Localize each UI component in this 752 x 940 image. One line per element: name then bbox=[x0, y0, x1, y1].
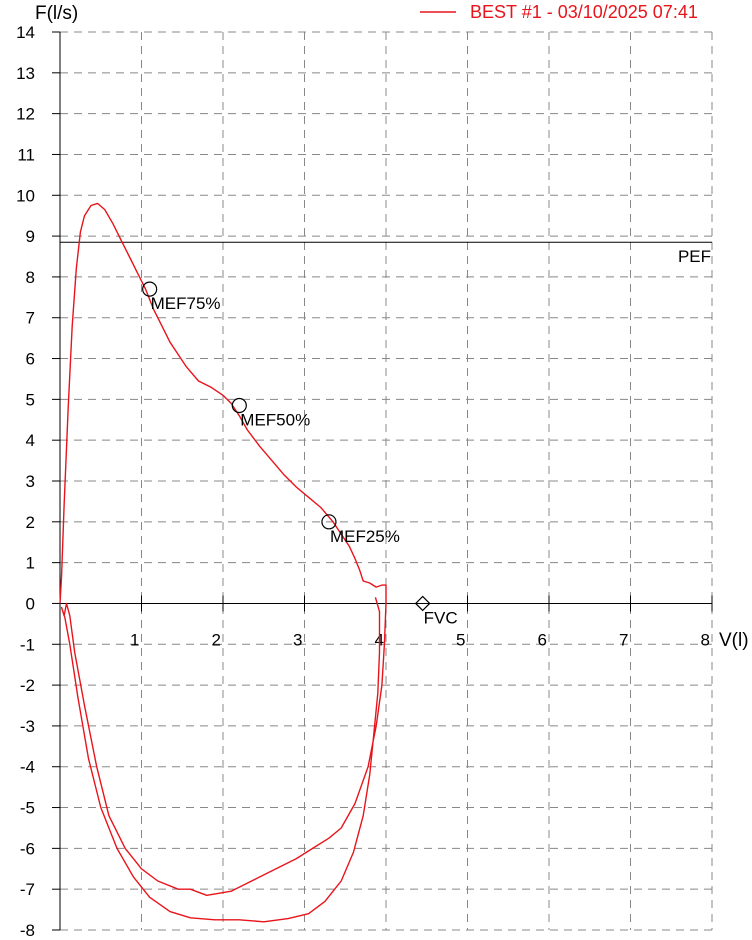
mef75-label: MEF75% bbox=[151, 294, 221, 313]
y-tick-label: 7 bbox=[26, 309, 35, 328]
y-tick-label: -8 bbox=[20, 921, 35, 940]
expiration-curve bbox=[59, 202, 387, 604]
mef25-label: MEF25% bbox=[330, 527, 400, 546]
x-tick-label: 2 bbox=[212, 630, 221, 649]
y-tick-label: 11 bbox=[17, 145, 35, 164]
y-tick-label: 4 bbox=[26, 431, 35, 450]
y-tick-label: 8 bbox=[26, 268, 35, 287]
mef50-label: MEF50% bbox=[240, 410, 310, 429]
y-tick-label: 5 bbox=[26, 390, 35, 409]
legend: BEST #1 - 03/10/2025 07:41 bbox=[420, 2, 698, 22]
series bbox=[59, 202, 387, 923]
y-tick-label: 14 bbox=[16, 23, 35, 42]
fvc-marker bbox=[414, 595, 431, 612]
x-tick-label: 6 bbox=[538, 630, 547, 649]
y-tick-label: 13 bbox=[16, 64, 35, 83]
y-tick-label: 2 bbox=[26, 513, 35, 532]
y-tick-label: -6 bbox=[20, 839, 35, 858]
pef-label: PEF bbox=[678, 247, 711, 266]
markers: MEF75% MEF50% MEF25% FVC bbox=[142, 281, 458, 627]
y-tick-label: -3 bbox=[20, 717, 35, 736]
y-tick-label: -5 bbox=[20, 799, 35, 818]
mef50-marker bbox=[231, 397, 247, 414]
fvc-label: FVC bbox=[424, 608, 458, 627]
x-axis-label: V(l) bbox=[719, 630, 749, 651]
y-tick-label: -4 bbox=[20, 758, 35, 777]
x-tick-label: 8 bbox=[701, 630, 710, 649]
y-tick-label: 1 bbox=[26, 554, 35, 573]
y-tick-label: 6 bbox=[26, 350, 35, 369]
x-tick-label: 7 bbox=[619, 630, 628, 649]
y-tick-label: -1 bbox=[20, 635, 35, 654]
reference-lines: PEF bbox=[60, 241, 712, 266]
y-tick-label: 12 bbox=[16, 105, 35, 124]
y-tick-label: 10 bbox=[16, 186, 35, 205]
inspiration-curve bbox=[60, 597, 387, 923]
x-tick-label: 1 bbox=[130, 630, 139, 649]
y-tick-label: 3 bbox=[26, 472, 35, 491]
y-tick-label: 0 bbox=[26, 594, 35, 613]
y-tick-label: -2 bbox=[20, 676, 35, 695]
legend-label: BEST #1 - 03/10/2025 07:41 bbox=[470, 2, 698, 22]
mef25-marker bbox=[321, 514, 337, 530]
mef75-marker bbox=[142, 281, 158, 297]
y-tick-label: 9 bbox=[26, 227, 35, 246]
x-tick-label: 3 bbox=[293, 630, 302, 649]
y-axis-label: F(l/s) bbox=[35, 3, 78, 24]
y-tick-label: -7 bbox=[20, 880, 35, 899]
x-tick-label: 5 bbox=[456, 630, 465, 649]
grid bbox=[60, 31, 713, 931]
